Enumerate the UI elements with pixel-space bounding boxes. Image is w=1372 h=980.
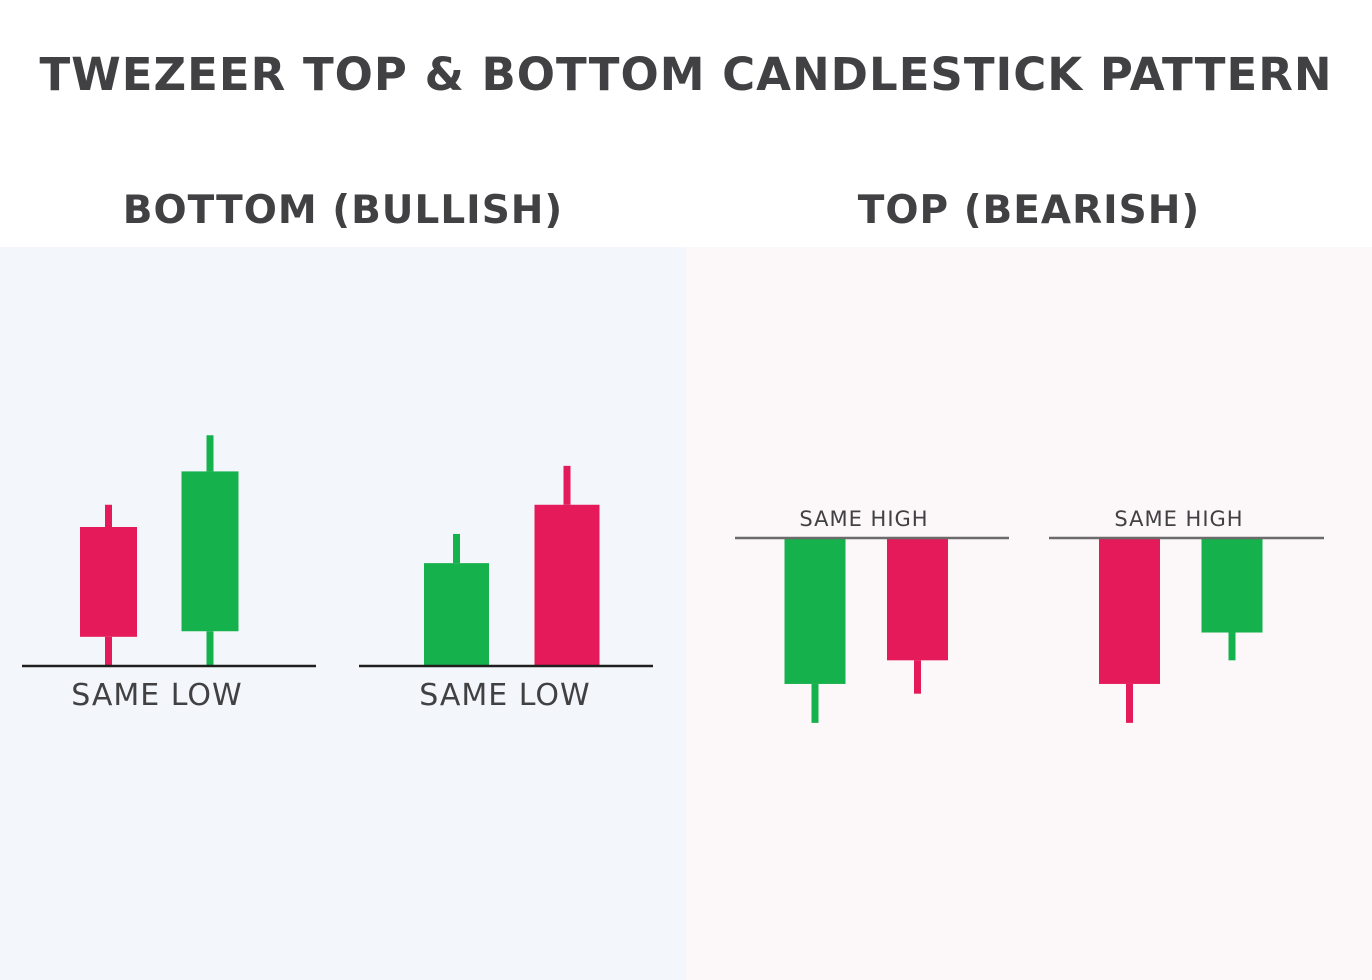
bottom-example-1-candle-2-bullish-body xyxy=(181,471,239,632)
bottom-example-1-candle-1-bearish-body xyxy=(80,527,137,637)
bottom-example-1-level-label: SAME LOW xyxy=(71,678,242,713)
bottom-example-1-candle-1-lower-wick xyxy=(105,636,112,666)
bottom-example-2-candle-2-upper-wick xyxy=(563,465,571,505)
bottom-example-2-candle-1-bullish-body xyxy=(424,563,489,666)
bottom-example-2-candle-1-upper-wick xyxy=(453,533,460,564)
bottom-bullish-heading: BOTTOM (BULLISH) xyxy=(122,188,564,233)
bottom-example-1-candle-2-lower-wick xyxy=(206,631,214,666)
top-bearish-heading: TOP (BEARISH) xyxy=(857,188,1201,233)
top-example-2-candle-2-lower-wick xyxy=(1228,632,1236,661)
page-title: TWEZEER TOP & BOTTOM CANDLESTICK PATTERN xyxy=(39,48,1333,101)
bottom-example-1-candle-2-upper-wick xyxy=(206,435,214,472)
top-example-1-level-label: SAME HIGH xyxy=(799,507,928,531)
bottom-example-1-candle-1-upper-wick xyxy=(105,504,112,527)
bottom-example-2-candle-2-bearish-body xyxy=(534,504,600,666)
top-example-2-candle-1-lower-wick xyxy=(1126,683,1133,723)
top-example-2-candle-2-bullish-body xyxy=(1201,538,1263,633)
top-example-2-candle-1-bearish-body xyxy=(1099,538,1160,684)
top-example-2-level-label: SAME HIGH xyxy=(1114,507,1243,531)
top-example-1-candle-2-lower-wick xyxy=(914,660,921,694)
bottom-example-2-level-label: SAME LOW xyxy=(419,678,590,713)
top-example-1-candle-1-bullish-body xyxy=(784,538,846,684)
top-example-1-candle-2-bearish-body xyxy=(887,538,948,661)
top-example-1-candle-1-lower-wick xyxy=(811,683,819,723)
